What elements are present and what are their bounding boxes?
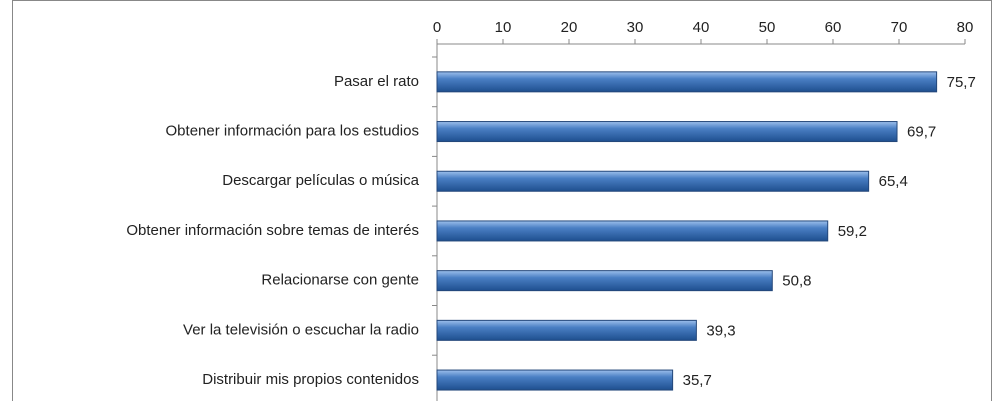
x-tick-label: 50: [759, 19, 776, 36]
x-tick-label: 60: [825, 19, 842, 36]
y-tick-label: Obtener información para los estudios: [166, 123, 419, 140]
y-tick-label: Relacionarse con gente: [261, 272, 419, 289]
bar: [436, 121, 898, 143]
value-label: 59,2: [838, 223, 867, 240]
x-tick-label: 40: [693, 19, 710, 36]
value-label: 75,7: [947, 74, 976, 91]
x-tick-label: 70: [891, 19, 908, 36]
x-tick-label: 20: [561, 19, 578, 36]
y-tick-label: Ver la televisión o escuchar la radio: [183, 321, 419, 338]
value-label: 35,7: [683, 372, 712, 389]
bar: [436, 71, 938, 93]
frame: [12, 0, 992, 401]
bar: [436, 369, 674, 391]
bar: [436, 170, 870, 192]
x-tick-label: 10: [495, 19, 512, 36]
value-label: 69,7: [907, 124, 936, 141]
y-tick-label: Descargar películas o música: [222, 172, 419, 189]
bar: [436, 319, 697, 341]
x-tick-label: 80: [957, 19, 974, 36]
value-label: 50,8: [782, 273, 811, 290]
bar: [436, 270, 773, 292]
value-label: 65,4: [879, 173, 908, 190]
y-tick-label: Obtener información sobre temas de inter…: [126, 222, 419, 239]
value-label: 39,3: [706, 322, 735, 339]
x-tick-label: 30: [627, 19, 644, 36]
y-tick-label: Pasar el rato: [334, 73, 419, 90]
x-tick-label: 0: [433, 19, 441, 36]
bar: [436, 220, 829, 242]
y-tick-label: Distribuir mis propios contenidos: [202, 371, 419, 388]
